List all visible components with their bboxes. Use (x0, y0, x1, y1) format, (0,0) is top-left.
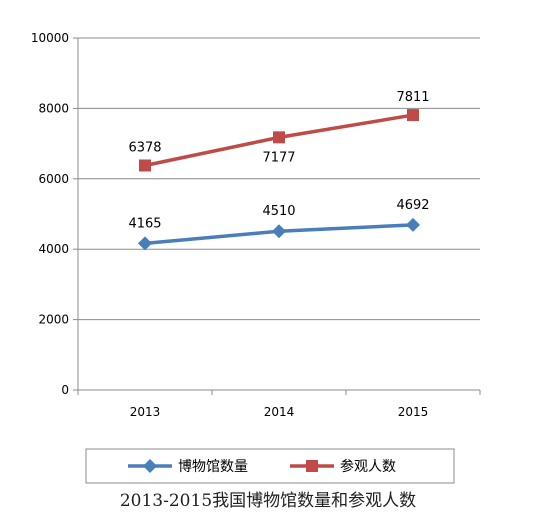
legend-marker (306, 460, 318, 472)
y-tick-label: 4000 (38, 242, 69, 256)
data-point-1 (272, 224, 286, 239)
data-label: 7811 (396, 90, 429, 105)
data-label: 7177 (262, 150, 295, 165)
x-tick-label: 2013 (130, 405, 161, 419)
x-tick-label: 2014 (264, 405, 295, 419)
y-tick-label: 2000 (38, 313, 69, 327)
y-tick-label: 6000 (38, 172, 69, 186)
legend-label: 参观人数 (340, 458, 396, 475)
data-label: 4165 (128, 216, 161, 231)
legend-marker (143, 459, 157, 473)
y-tick-label: 10000 (31, 31, 69, 45)
data-label: 4510 (262, 204, 295, 219)
chart-caption: 2013-2015我国博物馆数量和参观人数 (119, 491, 417, 511)
data-point-2 (407, 109, 419, 122)
data-point-2 (273, 131, 285, 144)
legend-label: 博物馆数量 (178, 458, 248, 475)
y-tick-label: 8000 (38, 101, 69, 115)
y-tick-label: 0 (61, 383, 69, 397)
data-label: 4692 (396, 198, 429, 213)
data-point-1 (138, 236, 152, 251)
data-label: 6378 (128, 140, 161, 155)
x-tick-label: 2015 (398, 405, 429, 419)
data-point-1 (406, 217, 420, 232)
data-point-2 (139, 159, 151, 172)
